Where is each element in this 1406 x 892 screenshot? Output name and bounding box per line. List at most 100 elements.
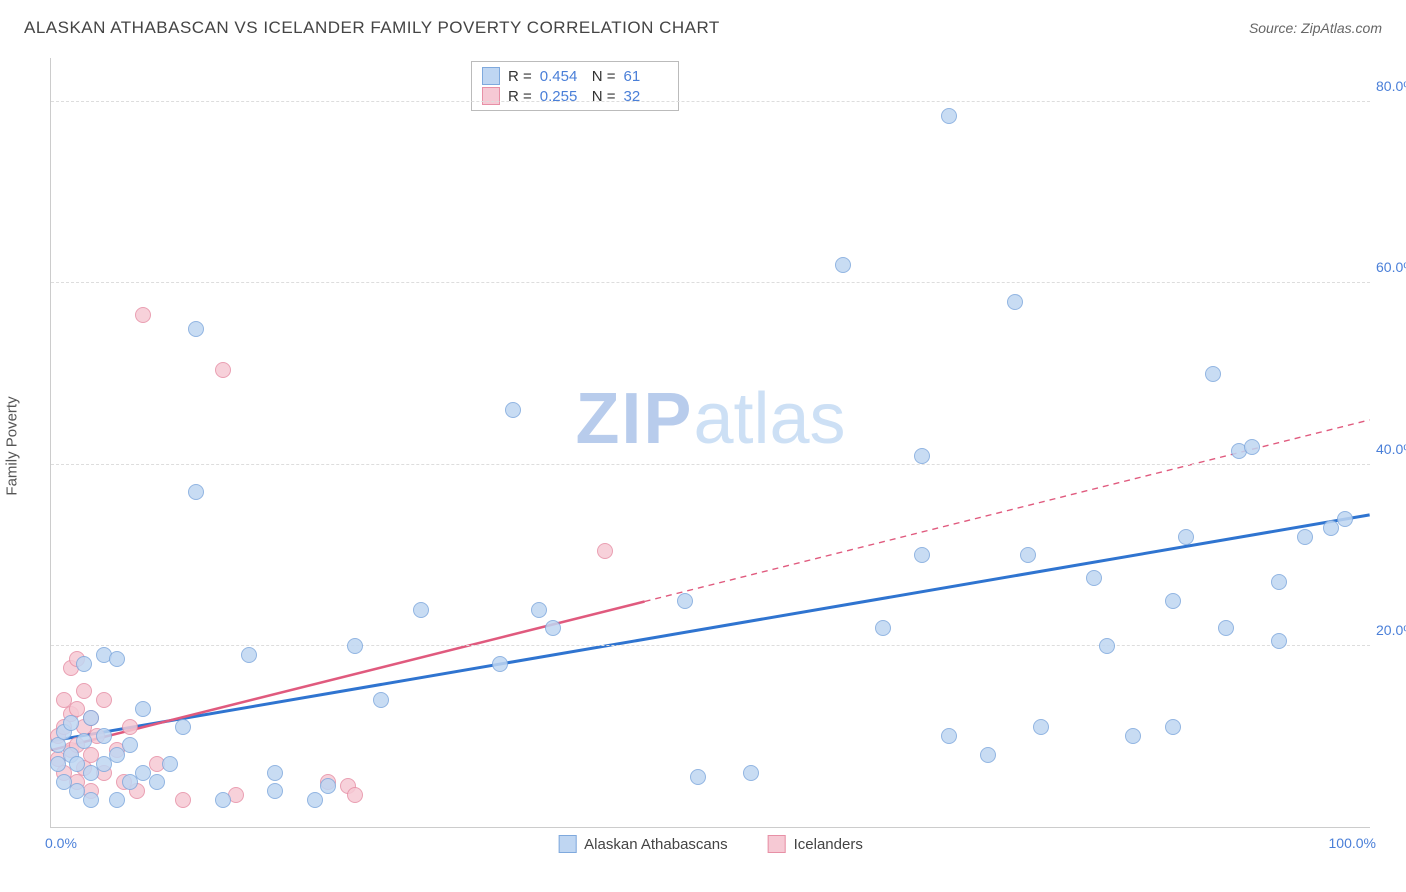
chart-title: ALASKAN ATHABASCAN VS ICELANDER FAMILY P… [24,18,720,38]
chart-plot-area: ZIPatlas R =0.454N =61R =0.255N =32 Alas… [50,58,1370,828]
data-point [162,756,178,772]
stats-n-value: 61 [624,68,668,85]
data-point [505,402,521,418]
watermark: ZIPatlas [575,378,845,460]
gridline [51,282,1370,283]
data-point [135,307,151,323]
stats-r-value: 0.454 [540,68,584,85]
data-point [188,484,204,500]
data-point [1086,570,1102,586]
gridline [51,464,1370,465]
y-tick-label: 60.0% [1376,259,1406,275]
data-point [1033,719,1049,735]
x-tick-label: 100.0% [1329,835,1376,851]
trend-line-dashed [645,420,1370,602]
data-point [241,647,257,663]
data-point [347,787,363,803]
y-axis-label: Family Poverty [4,396,21,495]
stats-n-label: N = [592,68,616,85]
data-point [83,792,99,808]
legend-swatch [558,835,576,853]
data-point [215,792,231,808]
data-point [373,692,389,708]
data-point [1244,439,1260,455]
data-point [215,362,231,378]
data-point [597,543,613,559]
data-point [1271,574,1287,590]
data-point [980,747,996,763]
stats-legend-box: R = 0.454 N = 61R =0.255N =32 [471,61,679,111]
data-point [1337,511,1353,527]
data-point [1165,593,1181,609]
data-point [122,737,138,753]
data-point [135,701,151,717]
watermark-part1: ZIP [575,379,693,459]
source-value: ZipAtlas.com [1301,20,1382,36]
data-point [835,257,851,273]
data-point [743,765,759,781]
data-point [96,728,112,744]
data-point [320,778,336,794]
data-point [1178,529,1194,545]
data-point [1007,294,1023,310]
data-point [96,692,112,708]
data-point [1165,719,1181,735]
data-point [1099,638,1115,654]
data-point [347,638,363,654]
legend-swatch [482,87,500,105]
data-point [76,656,92,672]
y-tick-label: 20.0% [1376,622,1406,638]
data-point [875,620,891,636]
legend-item: Icelanders [768,835,863,853]
data-point [677,593,693,609]
data-point [122,719,138,735]
y-tick-label: 40.0% [1376,441,1406,457]
data-point [1125,728,1141,744]
data-point [914,448,930,464]
data-point [492,656,508,672]
x-tick-label: 0.0% [45,835,77,851]
data-point [1297,529,1313,545]
watermark-part2: atlas [693,379,845,459]
trend-line [51,515,1369,741]
bottom-legend: Alaskan Athabascans Icelanders [558,835,863,853]
data-point [941,728,957,744]
y-tick-label: 80.0% [1376,78,1406,94]
data-point [914,547,930,563]
stats-row: R = 0.454 N = 61 [482,66,668,86]
data-point [188,321,204,337]
data-point [149,774,165,790]
data-point [307,792,323,808]
legend-swatch [482,67,500,85]
legend-item: Alaskan Athabascans [558,835,727,853]
data-point [267,765,283,781]
data-point [267,783,283,799]
data-point [1218,620,1234,636]
data-point [76,733,92,749]
data-point [531,602,547,618]
gridline [51,101,1370,102]
stats-r-label: R = [508,68,532,85]
data-point [1020,547,1036,563]
data-point [83,710,99,726]
legend-label: Icelanders [794,836,863,853]
legend-swatch [768,835,786,853]
data-point [1205,366,1221,382]
stats-row: R =0.255N =32 [482,86,668,106]
data-point [175,719,191,735]
data-point [545,620,561,636]
source-attribution: Source: ZipAtlas.com [1249,20,1382,36]
legend-label: Alaskan Athabascans [584,836,727,853]
source-label: Source: [1249,20,1297,36]
data-point [76,683,92,699]
data-point [63,715,79,731]
data-point [109,651,125,667]
data-point [690,769,706,785]
trend-lines-layer [51,58,1370,827]
data-point [941,108,957,124]
gridline [51,645,1370,646]
data-point [109,792,125,808]
data-point [413,602,429,618]
data-point [175,792,191,808]
data-point [1271,633,1287,649]
